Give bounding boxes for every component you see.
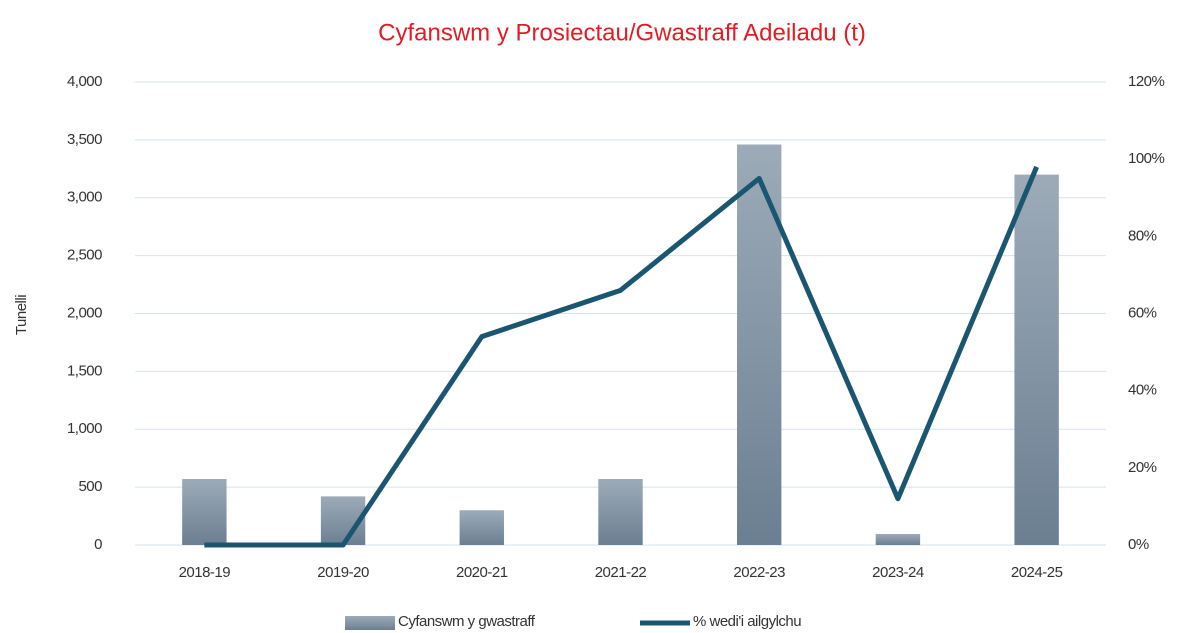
bar bbox=[598, 479, 643, 545]
x-tick-label: 2021-22 bbox=[595, 564, 647, 581]
bar bbox=[737, 144, 782, 545]
y2-tick-label: 40% bbox=[1128, 382, 1157, 399]
x-tick-label: 2020-21 bbox=[456, 564, 508, 581]
y-tick-label: 1,500 bbox=[67, 362, 102, 379]
y-tick-label: 3,500 bbox=[67, 131, 102, 148]
y2-tick-label: 100% bbox=[1128, 150, 1165, 167]
y-tick-label: 2,500 bbox=[67, 247, 102, 264]
x-tick-label: 2023-24 bbox=[872, 564, 924, 581]
bar bbox=[875, 534, 921, 545]
y-tick-label: 4,000 bbox=[67, 73, 102, 90]
x-tick-label: 2018-19 bbox=[179, 564, 231, 581]
y-tick-label: 1,000 bbox=[67, 420, 102, 437]
legend-label: Cyfanswm y gwastraff bbox=[398, 613, 536, 630]
x-tick-label: 2022-23 bbox=[733, 564, 785, 581]
y-axis-label: Tunelli bbox=[13, 295, 30, 335]
y-tick-label: 500 bbox=[78, 478, 102, 495]
x-tick-label: 2019-20 bbox=[317, 564, 369, 581]
y-tick-label: 3,000 bbox=[67, 189, 102, 206]
y2-tick-label: 60% bbox=[1128, 304, 1157, 321]
y2-tick-label: 20% bbox=[1128, 459, 1157, 476]
y2-tick-label: 120% bbox=[1128, 73, 1165, 90]
legend-swatch bbox=[345, 616, 395, 630]
chart-title: Cyfanswm y Prosiectau/Gwastraff Adeiladu… bbox=[378, 19, 866, 46]
x-tick-label: 2024-25 bbox=[1011, 564, 1063, 581]
y2-tick-label: 0% bbox=[1128, 536, 1149, 553]
bar bbox=[459, 510, 504, 545]
legend-label: % wedi'i ailgylchu bbox=[693, 613, 801, 630]
y-tick-label: 0 bbox=[94, 536, 102, 553]
y-tick-label: 2,000 bbox=[67, 304, 102, 321]
bar bbox=[182, 479, 227, 545]
y2-tick-label: 80% bbox=[1128, 227, 1157, 244]
line bbox=[204, 165, 1039, 548]
bar bbox=[1014, 174, 1059, 545]
